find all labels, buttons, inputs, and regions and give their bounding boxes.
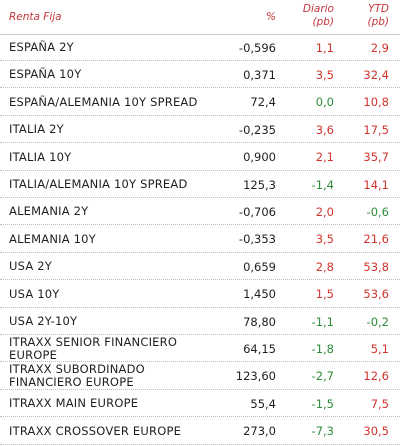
yield-value: 123,60 bbox=[235, 369, 276, 384]
table-row: ITRAXX MAIN EUROPE 55,4 -1,5 7,5 bbox=[0, 390, 400, 418]
yield-value: 64,15 bbox=[243, 341, 276, 356]
daily-change: 1,1 bbox=[315, 40, 334, 55]
table-header: Renta Fija % Diario (pb) YTD (pb) bbox=[0, 0, 400, 35]
yield-value: 1,450 bbox=[243, 287, 276, 302]
table-row: ITRAXX SUBORDINADO FINANCIERO EUROPE 123,6… bbox=[0, 363, 400, 390]
yield-value: 125,3 bbox=[243, 177, 276, 192]
instrument-name: ITALIA 2Y bbox=[9, 122, 64, 137]
instrument-name: ITRAXX SUBORDINADO FINANCIERO EUROPE bbox=[9, 362, 145, 390]
daily-change: 3,5 bbox=[315, 67, 334, 82]
ytd-change: 53,8 bbox=[363, 259, 389, 274]
daily-change: -7,3 bbox=[311, 424, 334, 439]
ytd-change: 32,4 bbox=[363, 67, 389, 82]
yield-value: -0,235 bbox=[238, 122, 276, 137]
table-row: ALEMANIA 2Y -0,706 2,0 -0,6 bbox=[0, 198, 400, 226]
daily-change: -2,7 bbox=[311, 369, 334, 384]
instrument-name: ITRAXX CROSSOVER EUROPE bbox=[9, 423, 182, 438]
header-name: Renta Fija bbox=[9, 11, 62, 23]
yield-value: 72,4 bbox=[250, 95, 276, 110]
daily-change: -1,1 bbox=[311, 314, 334, 329]
ytd-change: 12,6 bbox=[363, 369, 389, 384]
daily-change: -1,8 bbox=[311, 341, 334, 356]
ytd-change: 30,5 bbox=[363, 424, 389, 439]
daily-change: 3,5 bbox=[315, 232, 334, 247]
table-row: ALEMANIA 10Y -0,353 3,5 21,6 bbox=[0, 226, 400, 253]
ytd-change: 35,7 bbox=[363, 150, 389, 165]
yield-value: 0,900 bbox=[243, 150, 276, 165]
ytd-change: 17,5 bbox=[363, 122, 389, 137]
instrument-name: ESPAÑA/ALEMANIA 10Y SPREAD bbox=[9, 94, 198, 109]
table-row: ESPAÑA 10Y 0,371 3,5 32,4 bbox=[0, 61, 400, 89]
table-row: ESPAÑA 2Y -0,596 1,1 2,9 bbox=[0, 34, 400, 61]
header-percent: % bbox=[266, 11, 276, 23]
instrument-name: ITALIA 10Y bbox=[9, 149, 72, 164]
daily-change: 2,0 bbox=[315, 204, 334, 219]
table-row: ITALIA/ALEMANIA 10Y SPREAD 125,3 -1,4 14,1 bbox=[0, 171, 400, 198]
ytd-change: -0,6 bbox=[366, 204, 389, 219]
table-row: USA 2Y 0,659 2,8 53,8 bbox=[0, 253, 400, 281]
instrument-name: ITRAXX SENIOR FINANCIERO EUROPE bbox=[9, 334, 178, 362]
ytd-change: 7,5 bbox=[370, 396, 389, 411]
daily-change: 2,1 bbox=[315, 150, 334, 165]
ytd-change: 5,1 bbox=[370, 341, 389, 356]
daily-change: 2,8 bbox=[315, 259, 334, 274]
table-row: ITALIA 10Y 0,900 2,1 35,7 bbox=[0, 144, 400, 171]
yield-value: 0,659 bbox=[243, 259, 276, 274]
instrument-name: ALEMANIA 10Y bbox=[9, 231, 96, 246]
instrument-name: ALEMANIA 2Y bbox=[9, 204, 89, 219]
yield-value: -0,596 bbox=[238, 40, 276, 55]
yield-value: -0,353 bbox=[238, 232, 276, 247]
yield-value: 0,371 bbox=[243, 67, 276, 82]
daily-change: 0,0 bbox=[315, 95, 334, 110]
daily-change: -1,5 bbox=[311, 396, 334, 411]
daily-change: 3,6 bbox=[315, 122, 334, 137]
table-row: USA 10Y 1,450 1,5 53,6 bbox=[0, 281, 400, 308]
ytd-change: -0,2 bbox=[366, 314, 389, 329]
table-row: ESPAÑA/ALEMANIA 10Y SPREAD 72,4 0,0 10,8 bbox=[0, 89, 400, 116]
table-row: ITRAXX CROSSOVER EUROPE 273,0 -7,3 30,5 bbox=[0, 418, 400, 445]
header-daily-bp: Diario (pb) bbox=[302, 3, 334, 28]
instrument-name: USA 2Y bbox=[9, 259, 52, 274]
yield-value: -0,706 bbox=[238, 204, 276, 219]
header-ytd-bp: YTD (pb) bbox=[367, 3, 389, 28]
ytd-change: 53,6 bbox=[363, 287, 389, 302]
table-row: ITALIA 2Y -0,235 3,6 17,5 bbox=[0, 116, 400, 144]
daily-change: 1,5 bbox=[315, 287, 334, 302]
instrument-name: ITALIA/ALEMANIA 10Y SPREAD bbox=[9, 177, 188, 191]
ytd-change: 2,9 bbox=[370, 40, 389, 55]
table-row: ITRAXX SENIOR FINANCIERO EUROPE 64,15 -1,8 5… bbox=[0, 334, 400, 363]
table-row: USA 2Y-10Y 78,80 -1,1 -0,2 bbox=[0, 308, 400, 335]
instrument-name: USA 2Y-10Y bbox=[9, 314, 78, 328]
instrument-name: ITRAXX MAIN EUROPE bbox=[9, 396, 139, 411]
instrument-name: ESPAÑA 10Y bbox=[9, 67, 82, 82]
ytd-change: 21,6 bbox=[363, 232, 389, 247]
ytd-change: 14,1 bbox=[363, 177, 389, 192]
yield-value: 55,4 bbox=[250, 396, 276, 411]
ytd-change: 10,8 bbox=[363, 95, 389, 110]
yield-value: 273,0 bbox=[243, 424, 276, 439]
instrument-name: ESPAÑA 2Y bbox=[9, 40, 74, 54]
instrument-name: USA 10Y bbox=[9, 286, 60, 301]
yield-value: 78,80 bbox=[243, 314, 276, 329]
daily-change: -1,4 bbox=[311, 177, 334, 192]
